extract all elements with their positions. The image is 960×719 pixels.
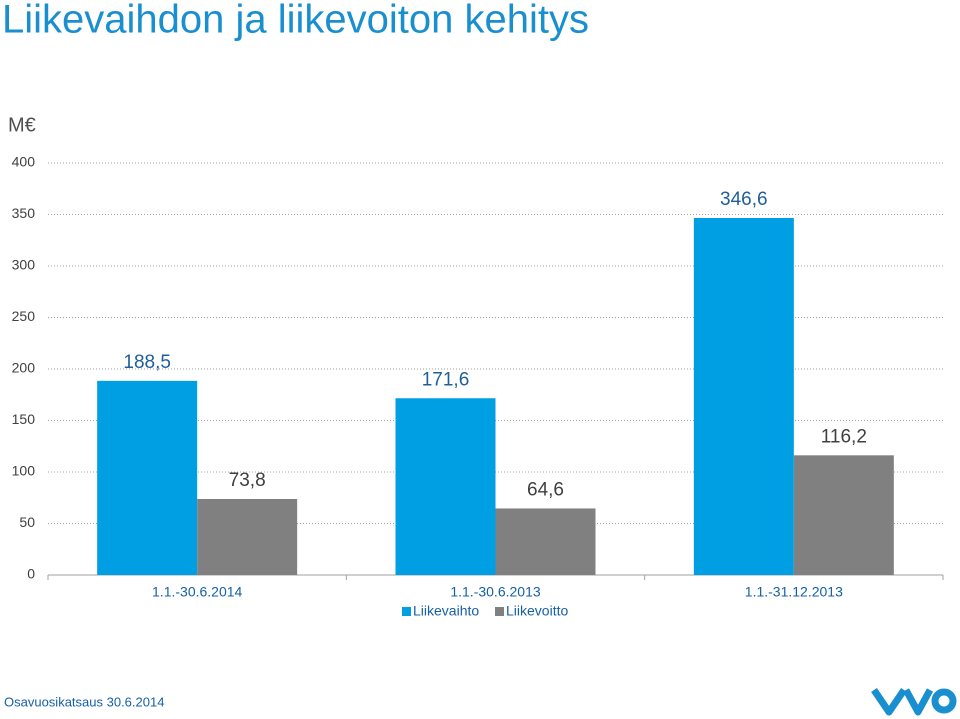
value-label: 64,6 (527, 479, 564, 500)
legend-swatch (495, 607, 504, 616)
bar (97, 380, 198, 575)
y-tick-label: 300 (12, 257, 36, 273)
legend-label: Liikevaihto (413, 603, 479, 619)
value-label: 73,8 (229, 470, 266, 491)
x-tick-label: 1.1.-31.12.2013 (745, 584, 843, 600)
y-axis-label: M€ (8, 114, 36, 136)
bar (793, 455, 894, 575)
y-tick-label: 150 (12, 411, 36, 427)
logo-o (931, 688, 957, 714)
bar (197, 498, 298, 575)
bar (495, 508, 596, 575)
y-tick-label: 250 (12, 308, 36, 324)
bar (395, 398, 496, 575)
y-tick-label: 50 (19, 514, 35, 530)
value-label: 171,6 (422, 369, 470, 390)
y-tick-label: 100 (12, 463, 36, 479)
logo (871, 688, 957, 716)
y-tick-label: 0 (27, 566, 35, 582)
bar (693, 218, 794, 575)
y-tick-label: 200 (12, 360, 36, 376)
logo-v2 (902, 688, 934, 716)
value-label: 188,5 (123, 352, 171, 373)
x-tick-label: 1.1.-30.6.2013 (450, 584, 541, 600)
y-tick-label: 400 (12, 154, 36, 170)
x-tick-label: 1.1.-30.6.2014 (152, 584, 243, 600)
footer: Osavuosikatsaus 30.6.2014 (4, 694, 164, 709)
chart-title: Liikevaihdon ja liikevoiton kehitys (2, 0, 589, 42)
logo-v1 (871, 688, 907, 716)
value-label: 116,2 (821, 426, 867, 447)
y-tick-label: 350 (12, 205, 36, 221)
legend-swatch (402, 607, 411, 616)
legend-label: Liikevoitto (506, 603, 568, 619)
value-label: 346,6 (720, 189, 768, 210)
